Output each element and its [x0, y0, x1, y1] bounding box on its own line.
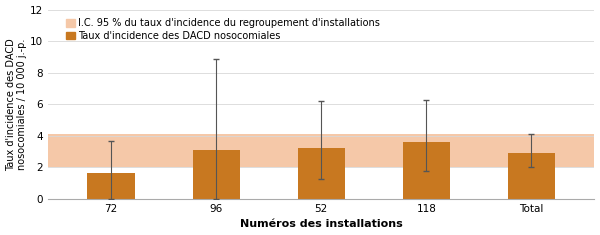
Bar — [298, 148, 345, 199]
Bar — [193, 150, 240, 199]
Bar — [88, 173, 135, 199]
Bar — [403, 142, 450, 199]
Y-axis label: Taux d'incidence des DACD
nosocomiales / 10 000 j.-p.: Taux d'incidence des DACD nosocomiales /… — [5, 38, 27, 171]
Legend: I.C. 95 % du taux d'incidence du regroupement d'installations, Taux d'incidence : I.C. 95 % du taux d'incidence du regroup… — [64, 16, 382, 43]
X-axis label: Numéros des installations: Numéros des installations — [240, 219, 403, 229]
Bar — [48, 134, 595, 168]
Bar — [508, 153, 555, 199]
